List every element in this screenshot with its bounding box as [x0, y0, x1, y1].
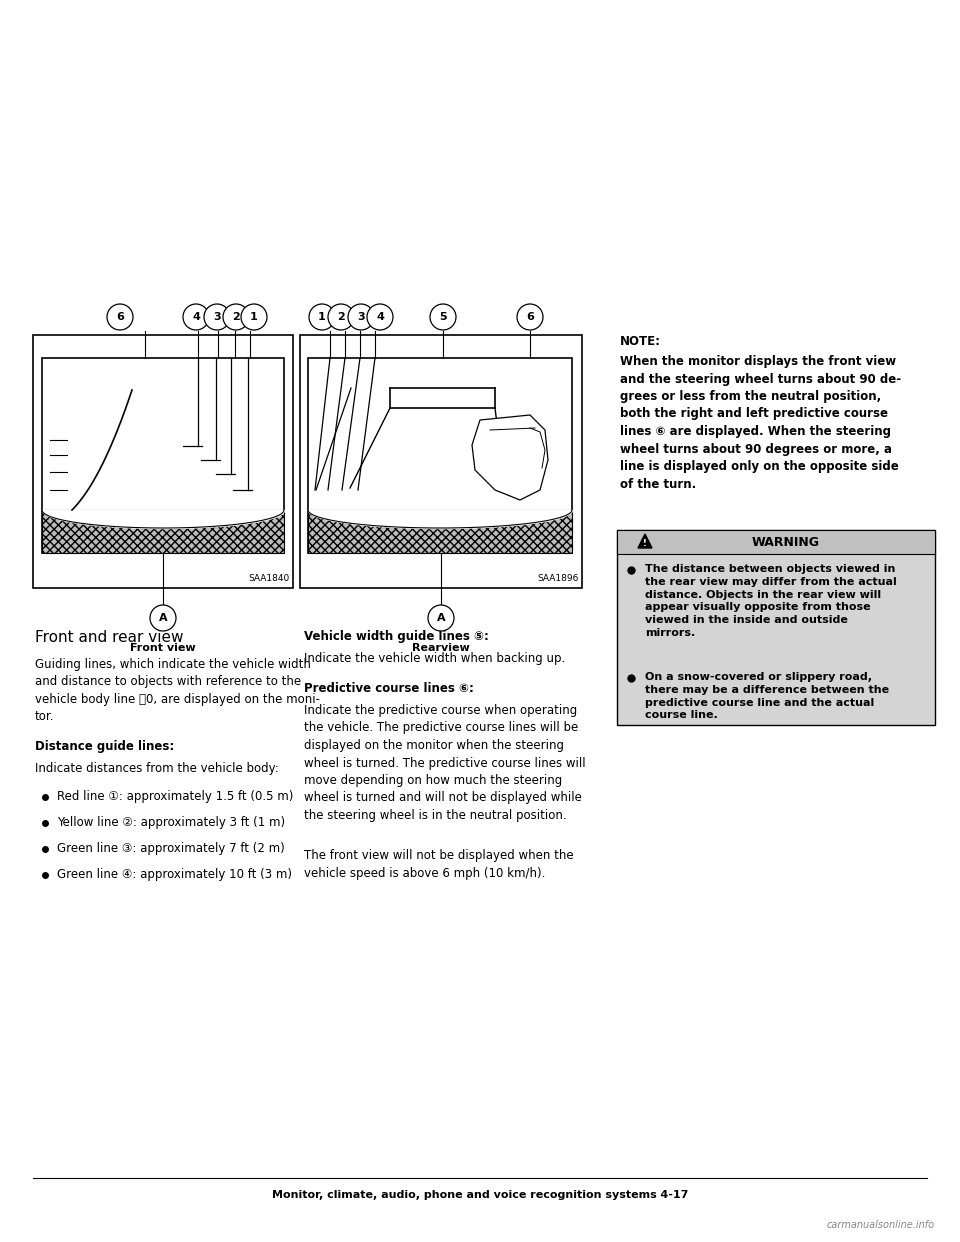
- Bar: [300, 335, 582, 587]
- Text: 6: 6: [116, 312, 124, 322]
- Text: 5: 5: [439, 312, 446, 322]
- Circle shape: [204, 304, 230, 330]
- Text: Green line ④: approximately 10 ft (3 m): Green line ④: approximately 10 ft (3 m): [57, 868, 292, 881]
- Bar: [42, 510, 284, 553]
- Bar: [617, 530, 935, 554]
- Bar: [308, 510, 572, 553]
- Text: Green line ③: approximately 7 ft (2 m): Green line ③: approximately 7 ft (2 m): [57, 842, 285, 854]
- Polygon shape: [472, 415, 548, 501]
- Text: Monitor, climate, audio, phone and voice recognition systems 4-17: Monitor, climate, audio, phone and voice…: [272, 1190, 688, 1200]
- Text: Predictive course lines ⑥:: Predictive course lines ⑥:: [304, 682, 474, 696]
- Text: NOTE:: NOTE:: [620, 335, 661, 348]
- Text: Indicate the vehicle width when backing up.: Indicate the vehicle width when backing …: [304, 652, 565, 664]
- Text: SAA1896: SAA1896: [538, 574, 579, 582]
- Text: A: A: [437, 614, 445, 623]
- Text: On a snow-covered or slippery road,
there may be a difference between the
predic: On a snow-covered or slippery road, ther…: [645, 672, 889, 720]
- Text: 3: 3: [357, 312, 365, 322]
- Text: Vehicle width guide lines ⑤:: Vehicle width guide lines ⑤:: [304, 630, 489, 643]
- Text: Front view: Front view: [131, 643, 196, 653]
- Bar: [42, 358, 284, 553]
- Text: 4: 4: [192, 312, 200, 322]
- Bar: [33, 335, 293, 587]
- Text: The distance between objects viewed in
the rear view may differ from the actual
: The distance between objects viewed in t…: [645, 564, 897, 638]
- Circle shape: [183, 304, 209, 330]
- Text: Indicate the predictive course when operating
the vehicle. The predictive course: Indicate the predictive course when oper…: [304, 704, 586, 822]
- Text: Front and rear view: Front and rear view: [35, 630, 183, 645]
- Text: Yellow line ②: approximately 3 ft (1 m): Yellow line ②: approximately 3 ft (1 m): [57, 816, 285, 828]
- Text: 2: 2: [337, 312, 345, 322]
- Text: When the monitor displays the front view
and the steering wheel turns about 90 d: When the monitor displays the front view…: [620, 355, 901, 491]
- Text: 6: 6: [526, 312, 534, 322]
- Circle shape: [517, 304, 543, 330]
- Circle shape: [348, 304, 374, 330]
- Text: 2: 2: [232, 312, 240, 322]
- Text: !: !: [643, 539, 647, 548]
- Text: A: A: [158, 614, 167, 623]
- Text: Indicate distances from the vehicle body:: Indicate distances from the vehicle body…: [35, 763, 278, 775]
- Circle shape: [428, 605, 454, 631]
- Text: The front view will not be displayed when the
vehicle speed is above 6 mph (10 k: The front view will not be displayed whe…: [304, 850, 574, 879]
- Circle shape: [241, 304, 267, 330]
- Circle shape: [107, 304, 133, 330]
- Text: carmanualsonline.info: carmanualsonline.info: [827, 1220, 935, 1230]
- Circle shape: [309, 304, 335, 330]
- Circle shape: [328, 304, 354, 330]
- Text: WARNING: WARNING: [752, 535, 820, 549]
- Text: 4: 4: [376, 312, 384, 322]
- Circle shape: [430, 304, 456, 330]
- Text: SAA1840: SAA1840: [249, 574, 290, 582]
- Polygon shape: [638, 534, 652, 548]
- Text: Guiding lines, which indicate the vehicle width
and distance to objects with ref: Guiding lines, which indicate the vehicl…: [35, 658, 320, 724]
- Circle shape: [150, 605, 176, 631]
- Text: Distance guide lines:: Distance guide lines:: [35, 740, 175, 753]
- Circle shape: [367, 304, 393, 330]
- Text: 3: 3: [213, 312, 221, 322]
- Text: 1: 1: [318, 312, 325, 322]
- Text: Rearview: Rearview: [412, 643, 469, 653]
- Text: Red line ①: approximately 1.5 ft (0.5 m): Red line ①: approximately 1.5 ft (0.5 m): [57, 790, 294, 804]
- Text: 1: 1: [251, 312, 258, 322]
- Bar: [617, 530, 935, 725]
- Circle shape: [223, 304, 249, 330]
- Bar: [308, 358, 572, 553]
